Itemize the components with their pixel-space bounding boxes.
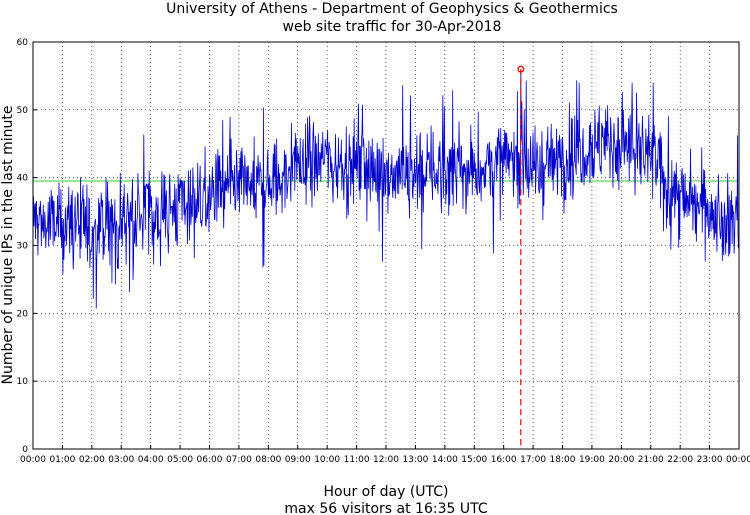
y-tick-label: 30: [17, 242, 29, 252]
y-tick-label: 40: [17, 174, 29, 184]
chart-title: University of Athens - Department of Geo…: [166, 1, 618, 17]
x-tick-label: 23:00: [697, 455, 723, 465]
x-axis-label: Hour of day (UTC): [324, 484, 449, 500]
x-tick-label: 10:00: [314, 455, 340, 465]
x-tick-label: 09:00: [285, 455, 311, 465]
x-tick-label: 19:00: [579, 455, 605, 465]
max-annotation: max 56 visitors at 16:35 UTC: [284, 501, 487, 515]
x-tick-label: 06:00: [197, 455, 223, 465]
x-tick-label: 11:00: [344, 455, 370, 465]
y-tick-label: 20: [17, 309, 29, 319]
y-tick-label: 0: [22, 445, 28, 455]
x-tick-label: 01:00: [49, 455, 75, 465]
max-point: [517, 65, 525, 73]
x-tick-label: 07:00: [226, 455, 252, 465]
x-tick-label: 15:00: [461, 455, 487, 465]
y-axis-label: Number of unique IPs in the last minute: [0, 106, 16, 385]
x-tick-label: 02:00: [79, 455, 105, 465]
x-tick-label: 21:00: [638, 455, 664, 465]
x-tick-label: 16:00: [491, 455, 517, 465]
x-tick-label: 08:00: [255, 455, 281, 465]
x-tick-label: 05:00: [167, 455, 193, 465]
grid-lines: [33, 42, 739, 449]
chart-subtitle: web site traffic for 30-Apr-2018: [283, 19, 502, 35]
x-tick-label: 12:00: [373, 455, 399, 465]
x-tick-label: 18:00: [550, 455, 576, 465]
x-tick-label: 22:00: [667, 455, 693, 465]
max-marker-group: [517, 65, 525, 449]
x-tick-label: 04:00: [138, 455, 164, 465]
y-tick-label: 10: [17, 377, 29, 387]
y-tick-label: 50: [17, 106, 29, 116]
x-tick-label: 00:00: [726, 455, 750, 465]
axis-ticks: 00:00 01:00 02:00 03:00 04:00 05:00 06:00 07:00…: [17, 38, 750, 465]
y-tick-label: 60: [17, 38, 29, 48]
plot-frame: [32, 41, 740, 450]
x-tick-label: 20:00: [608, 455, 634, 465]
x-tick-label: 13:00: [402, 455, 428, 465]
x-tick-label: 03:00: [108, 455, 134, 465]
x-tick-label: 17:00: [520, 455, 546, 465]
series-line: [32, 69, 740, 309]
x-tick-label: 14:00: [432, 455, 458, 465]
x-tick-label: 00:00: [20, 455, 46, 465]
series-group: [32, 69, 740, 309]
